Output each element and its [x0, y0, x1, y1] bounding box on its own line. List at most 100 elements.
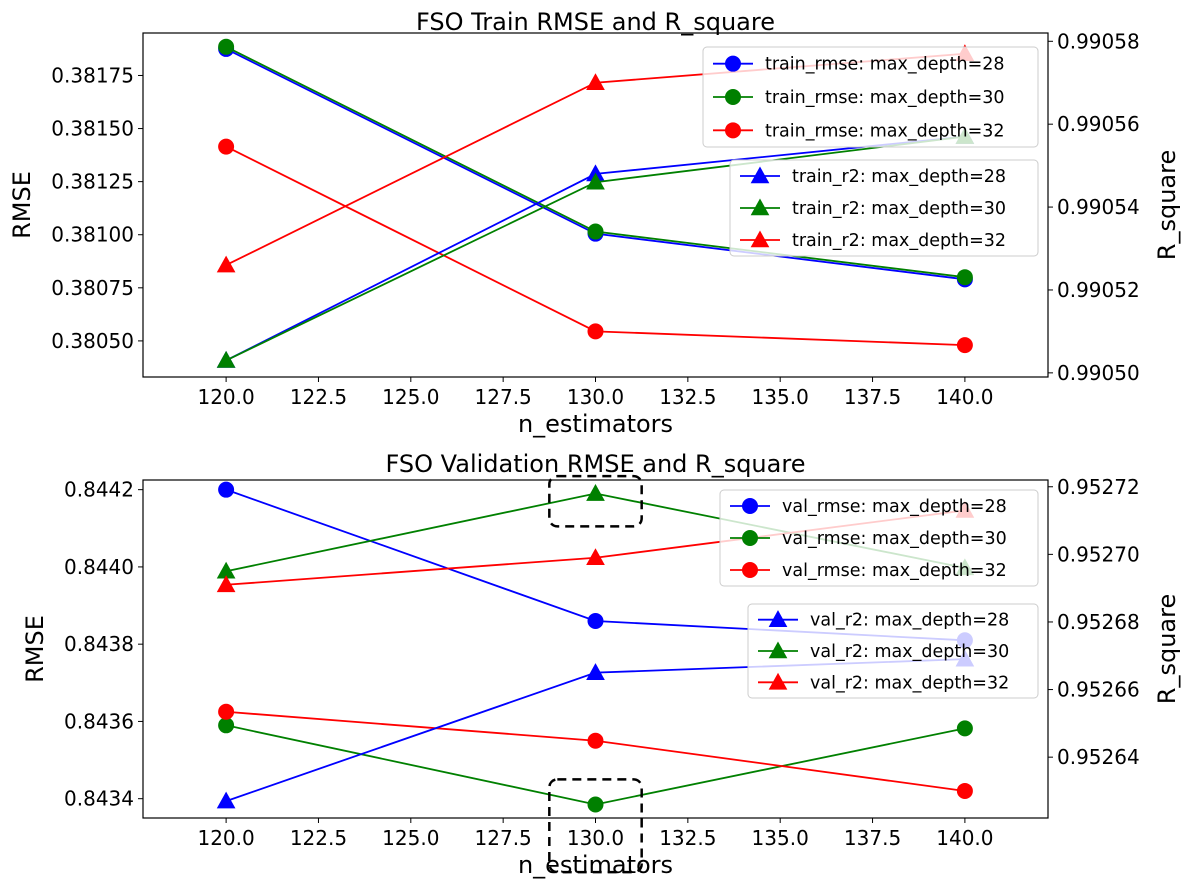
- legend-label: val_rmse: max_depth=28: [782, 497, 1007, 517]
- data-point: [586, 663, 605, 680]
- data-point: [956, 720, 973, 737]
- legend-label: val_r2: max_depth=32: [810, 673, 1009, 693]
- legend-label: train_rmse: max_depth=28: [765, 55, 1005, 75]
- x-tick-label: 127.5: [475, 385, 532, 409]
- x-tick-label: 130.0: [567, 385, 624, 409]
- y2-tick-label: 0.95270: [1057, 542, 1140, 566]
- data-point: [956, 269, 973, 286]
- x-axis-label: n_estimators: [518, 410, 673, 438]
- y-tick-label: 0.38150: [51, 117, 134, 141]
- y-tick-label: 0.8434: [64, 787, 134, 811]
- legend-frame: [719, 489, 1039, 587]
- legend-marker: [742, 530, 758, 546]
- data-point: [587, 612, 604, 629]
- y-tick-label: 0.38100: [51, 223, 134, 247]
- legend-label: train_r2: max_depth=32: [792, 231, 1006, 251]
- data-point: [218, 138, 235, 155]
- data-point: [218, 703, 235, 720]
- x-tick-label: 132.5: [659, 826, 716, 850]
- legend-marker: [750, 166, 770, 184]
- x-axis-label: n_estimators: [518, 851, 673, 879]
- chart-train: FSO Train RMSE and R_square 120.0 122.5 125…: [8, 8, 1181, 438]
- legend-marker: [725, 89, 741, 105]
- x-tick-label: 122.5: [290, 826, 347, 850]
- x-tick-label: 120.0: [197, 826, 254, 850]
- legend-label: train_rmse: max_depth=30: [765, 88, 1005, 108]
- legend-marker: [750, 230, 770, 248]
- y-axis-label: RMSE: [21, 615, 49, 683]
- legend-marker: [725, 55, 741, 72]
- x-tick-label: 135.0: [752, 385, 809, 409]
- legend-rmse: train_rmse: max_depth=28 train_rmse: max_…: [702, 46, 1039, 148]
- y2-axis-label: R_square: [1153, 594, 1181, 704]
- data-point: [216, 575, 236, 593]
- legend-marker: [768, 610, 788, 627]
- data-point: [587, 796, 604, 813]
- data-point: [216, 255, 236, 273]
- x-tick-label: 125.0: [382, 385, 439, 409]
- chart-title: FSO Train RMSE and R_square: [416, 8, 775, 36]
- chart-title: FSO Validation RMSE and R_square: [386, 450, 806, 478]
- legend-label: val_rmse: max_depth=32: [782, 561, 1007, 581]
- y-axis-label: RMSE: [8, 171, 36, 239]
- data-point: [586, 548, 605, 566]
- y2-tick-label: 0.99052: [1057, 278, 1140, 302]
- data-point: [587, 223, 604, 240]
- y-tick-label: 0.38050: [51, 329, 134, 353]
- legend-r2: train_r2: max_depth=28 train_r2: max_dept…: [729, 159, 1039, 257]
- legend-marker: [768, 672, 788, 690]
- x-tick-label: 135.0: [752, 826, 809, 850]
- y2-tick-label: 0.95272: [1057, 475, 1140, 499]
- data-point: [956, 782, 973, 799]
- data-point: [216, 791, 236, 809]
- y-tick-label: 0.8442: [64, 478, 134, 502]
- y2-tick-label: 0.99056: [1057, 112, 1140, 136]
- y2-tick-label: 0.99058: [1057, 29, 1140, 53]
- legend-label: val_rmse: max_depth=30: [782, 529, 1007, 549]
- data-point: [218, 38, 235, 55]
- legend-label: val_r2: max_depth=28: [810, 611, 1009, 631]
- y2-tick-label: 0.95268: [1057, 610, 1140, 634]
- x-tick-label: 127.5: [475, 826, 532, 850]
- x-tick-label: 125.0: [382, 826, 439, 850]
- y2-axis-label: R_square: [1153, 150, 1181, 260]
- legend-label: train_r2: max_depth=28: [792, 167, 1006, 187]
- x-tick-label: 132.5: [659, 385, 716, 409]
- y-tick-label: 0.38175: [51, 63, 134, 87]
- legend-marker: [768, 641, 788, 659]
- axes-frame: [142, 479, 1049, 819]
- x-tick-label: 140.0: [936, 826, 993, 850]
- y-tick-label: 0.38075: [51, 276, 134, 300]
- x-tick-label: 130.0: [567, 826, 624, 850]
- data-point: [218, 481, 235, 498]
- data-point: [218, 717, 235, 734]
- x-tick-label: 140.0: [936, 385, 993, 409]
- legend-frame: [702, 46, 1039, 148]
- legend-marker: [742, 498, 758, 514]
- legend-frame: [729, 159, 1039, 257]
- data-point: [587, 323, 604, 340]
- legend-label: val_r2: max_depth=30: [810, 642, 1009, 662]
- highlight-box: [548, 778, 643, 874]
- data-point: [586, 483, 605, 501]
- legend-rmse: val_rmse: max_depth=28 val_rmse: max_dept…: [719, 489, 1039, 587]
- y2-tick-label: 0.95266: [1057, 678, 1140, 702]
- x-tick-label: 137.5: [844, 826, 901, 850]
- legend-marker: [725, 122, 741, 139]
- y2-tick-label: 0.99054: [1057, 195, 1140, 219]
- y-tick-label: 0.8438: [64, 632, 134, 656]
- chart-validation: FSO Validation RMSE and R_square 120.0 122…: [21, 450, 1181, 879]
- y-tick-label: 0.38125: [51, 170, 134, 194]
- legend-marker: [750, 198, 770, 216]
- legend-label: train_rmse: max_depth=32: [765, 121, 1005, 141]
- data-point: [216, 350, 236, 368]
- data-point: [956, 337, 973, 354]
- x-tick-label: 120.0: [197, 385, 254, 409]
- y-tick-label: 0.8436: [64, 709, 134, 733]
- x-tick-label: 137.5: [844, 385, 901, 409]
- y2-tick-label: 0.95264: [1057, 745, 1140, 769]
- legend-label: train_r2: max_depth=30: [792, 199, 1006, 219]
- highlight-box: [548, 474, 643, 528]
- data-point: [586, 73, 605, 91]
